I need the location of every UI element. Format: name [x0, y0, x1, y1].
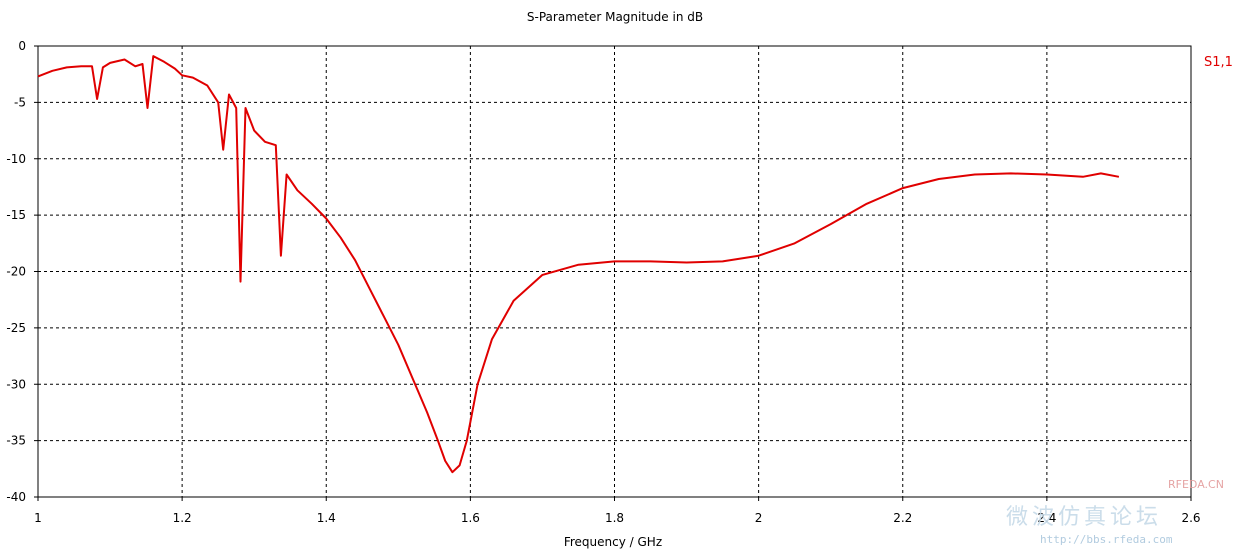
x-tick-label: 2.2: [893, 511, 912, 525]
y-tick-label: -20: [6, 265, 26, 279]
y-tick-label: 0: [18, 39, 26, 53]
x-axis-label: Frequency / GHz: [564, 535, 662, 549]
x-tick-label: 1.4: [317, 511, 336, 525]
y-axis-ticks: 0 -5 -10 -15 -20 -25 -30 -35 -40: [6, 39, 38, 504]
x-tick-label: 1: [34, 511, 42, 525]
chart-title: S-Parameter Magnitude in dB: [527, 10, 703, 24]
x-tick-label: 2: [755, 511, 763, 525]
x-axis-ticks: 1 1.2 1.4 1.6 1.8 2 2.2 2.4 2.6: [34, 497, 1201, 525]
y-tick-label: -30: [6, 377, 26, 391]
x-tick-label: 1.8: [605, 511, 624, 525]
y-tick-label: -15: [6, 208, 26, 222]
x-tick-label: 2.6: [1181, 511, 1200, 525]
grid-lines: [38, 46, 1191, 497]
y-tick-label: -40: [6, 490, 26, 504]
y-tick-label: -5: [14, 95, 26, 109]
y-tick-label: -35: [6, 434, 26, 448]
watermark: RFEDA.CN 微波仿真论坛 http://bbs.rfeda.com: [1006, 478, 1224, 546]
x-tick-label: 1.2: [173, 511, 192, 525]
watermark-site: RFEDA.CN: [1168, 478, 1224, 491]
x-tick-label: 1.6: [461, 511, 480, 525]
legend-series-label: S1,1: [1204, 55, 1233, 70]
watermark-forum: 微波仿真论坛: [1006, 505, 1162, 530]
x-tick-label: 2.4: [1037, 511, 1056, 525]
y-tick-label: -10: [6, 152, 26, 166]
series-line-s11: [37, 55, 1120, 474]
y-tick-label: -25: [6, 321, 26, 335]
watermark-url: http://bbs.rfeda.com: [1040, 533, 1173, 546]
series-group: [37, 55, 1120, 474]
